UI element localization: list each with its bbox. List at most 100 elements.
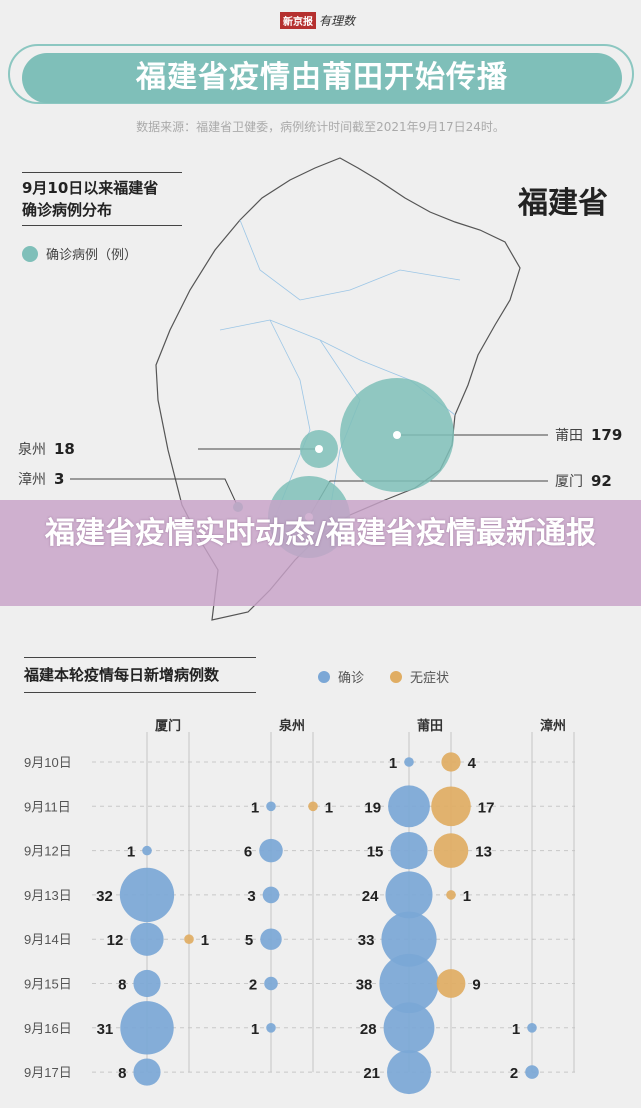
- value-label-confirmed: 5: [245, 932, 253, 949]
- legend-confirmed-icon: [318, 670, 330, 683]
- value-label-confirmed: 2: [510, 1065, 518, 1082]
- bubble-confirmed: [266, 801, 276, 812]
- bubble-confirmed: [387, 1050, 431, 1095]
- label-xiamen: 厦门 92: [555, 472, 612, 490]
- value-label-asymptomatic: 1: [463, 888, 471, 905]
- value-label-confirmed: 31: [97, 1021, 114, 1038]
- city-header: 厦门: [155, 718, 181, 733]
- bubble-confirmed: [379, 953, 439, 1014]
- title-outline: [8, 44, 634, 104]
- value-label-confirmed: 32: [96, 888, 113, 905]
- city-header: 漳州: [540, 718, 566, 733]
- chart-legend: 确诊 无症状: [318, 667, 449, 686]
- bubble-asymptomatic: [441, 752, 461, 772]
- value-label-confirmed: 3: [247, 888, 255, 905]
- date-label: 9月14日: [24, 932, 72, 947]
- value-label-asymptomatic: 1: [201, 932, 209, 949]
- date-label: 9月11日: [24, 799, 71, 814]
- value-label-confirmed: 38: [356, 977, 373, 994]
- value-label-confirmed: 21: [363, 1065, 380, 1082]
- center-dot: [393, 431, 401, 439]
- bubble-confirmed: [133, 969, 161, 998]
- bubble-confirmed: [130, 922, 164, 956]
- bubble-confirmed: [383, 1002, 435, 1054]
- value-label-confirmed: 28: [360, 1021, 377, 1038]
- legend-dot-icon: [22, 245, 38, 262]
- value-label-confirmed: 15: [367, 844, 384, 861]
- label-quanzhou: 泉州 18: [18, 440, 75, 458]
- bubble-asymptomatic: [436, 969, 466, 998]
- bubble-asymptomatic: [308, 801, 318, 812]
- value-label-confirmed: 1: [127, 844, 135, 861]
- date-label: 9月17日: [24, 1065, 72, 1080]
- center-dot: [315, 445, 323, 453]
- bubble-confirmed: [260, 928, 282, 950]
- bubble-confirmed: [259, 838, 283, 863]
- date-label: 9月16日: [24, 1021, 72, 1036]
- value-label-confirmed: 33: [358, 932, 375, 949]
- bubble-asymptomatic: [431, 786, 471, 827]
- label-putian: 莆田 179: [555, 426, 623, 444]
- value-label-asymptomatic: 17: [478, 799, 495, 816]
- value-label-confirmed: 1: [251, 1021, 259, 1038]
- map-title-line2: 确诊病例分布: [22, 201, 113, 219]
- province-label: 福建省: [518, 186, 608, 221]
- bubble-confirmed: [527, 1023, 537, 1033]
- data-source: 数据来源：福建省卫健委，病例统计时间截至2021年9月17日24时。: [136, 120, 505, 134]
- province-outline: [155, 157, 521, 621]
- value-label-asymptomatic: 13: [475, 844, 492, 861]
- value-label-asymptomatic: 4: [468, 755, 477, 772]
- logo-text: 新京报: [280, 12, 316, 29]
- bubble-confirmed: [385, 871, 433, 919]
- bubble-asymptomatic: [433, 833, 469, 868]
- value-label-confirmed: 8: [118, 977, 126, 994]
- value-label-confirmed: 1: [389, 755, 397, 772]
- value-label-confirmed: 1: [512, 1021, 520, 1038]
- legend-asymptomatic-icon: [390, 670, 403, 683]
- map-legend: 确诊病例（例）: [22, 244, 137, 263]
- region-borders: [219, 219, 461, 531]
- bubble-confirmed: [133, 1058, 161, 1086]
- date-label: 9月10日: [24, 755, 72, 770]
- map-title-line1: 9月10日以来福建省: [22, 179, 159, 197]
- value-label-confirmed: 8: [118, 1065, 126, 1082]
- date-label: 9月15日: [24, 977, 72, 992]
- map-legend-label: 确诊病例（例）: [46, 248, 138, 263]
- bubble-confirmed: [120, 1001, 174, 1055]
- city-header: 泉州: [279, 718, 305, 733]
- value-label-confirmed: 24: [362, 888, 379, 905]
- leader-zhangzhou: [70, 478, 239, 508]
- map-title: 9月10日以来福建省 确诊病例分布: [22, 172, 182, 226]
- legend-confirmed: 确诊: [338, 671, 365, 686]
- bubble-confirmed: [381, 911, 437, 967]
- value-label-asymptomatic: 1: [325, 799, 333, 816]
- bubble-confirmed: [390, 832, 428, 870]
- page-title: 福建省疫情由莆田开始传播: [22, 53, 622, 103]
- value-label-confirmed: 6: [244, 844, 252, 861]
- chart-title: 福建本轮疫情每日新增病例数: [24, 657, 256, 693]
- overlay-banner: 福建省疫情实时动态/福建省疫情最新通报: [0, 500, 641, 606]
- bubble-confirmed: [264, 976, 278, 991]
- bubble-asymptomatic: [446, 890, 456, 900]
- bubble-confirmed: [266, 1023, 276, 1033]
- bubble-asymptomatic: [184, 934, 194, 944]
- logo: 新京报 有理数: [280, 12, 355, 29]
- bubble-confirmed: [142, 845, 152, 856]
- date-label: 9月12日: [24, 844, 72, 859]
- city-header: 莆田: [417, 718, 443, 733]
- value-label-asymptomatic: 9: [472, 977, 480, 994]
- bubble-confirmed: [404, 757, 414, 767]
- value-label-confirmed: 12: [107, 932, 124, 949]
- bubble-confirmed: [119, 867, 175, 923]
- date-label: 9月13日: [24, 888, 72, 903]
- value-label-confirmed: 1: [251, 799, 259, 816]
- bubble-chart: 9月10日 9月11日 9月12日 9月13日 9月14日 9月15日 9月16日 9月17日…: [24, 718, 575, 1095]
- value-label-confirmed: 19: [364, 799, 381, 816]
- legend-asymptomatic: 无症状: [410, 671, 450, 686]
- bubble-confirmed: [262, 886, 280, 904]
- bubble-confirmed: [388, 785, 430, 828]
- label-zhangzhou: 漳州 3: [18, 470, 65, 488]
- logo-script: 有理数: [319, 14, 356, 28]
- bubble-confirmed: [525, 1065, 539, 1079]
- value-label-confirmed: 2: [249, 977, 257, 994]
